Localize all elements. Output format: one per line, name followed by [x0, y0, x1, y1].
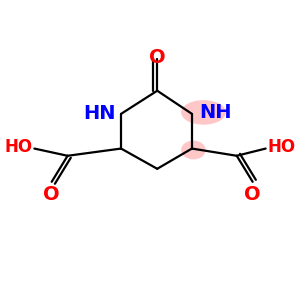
Ellipse shape [181, 141, 206, 159]
Text: O: O [244, 185, 261, 204]
Text: NH: NH [199, 103, 232, 122]
Text: HN: HN [83, 104, 115, 123]
Text: HO: HO [5, 138, 33, 156]
Text: O: O [44, 185, 60, 204]
Ellipse shape [181, 100, 226, 125]
Text: HO: HO [267, 138, 295, 156]
Text: O: O [149, 48, 166, 67]
